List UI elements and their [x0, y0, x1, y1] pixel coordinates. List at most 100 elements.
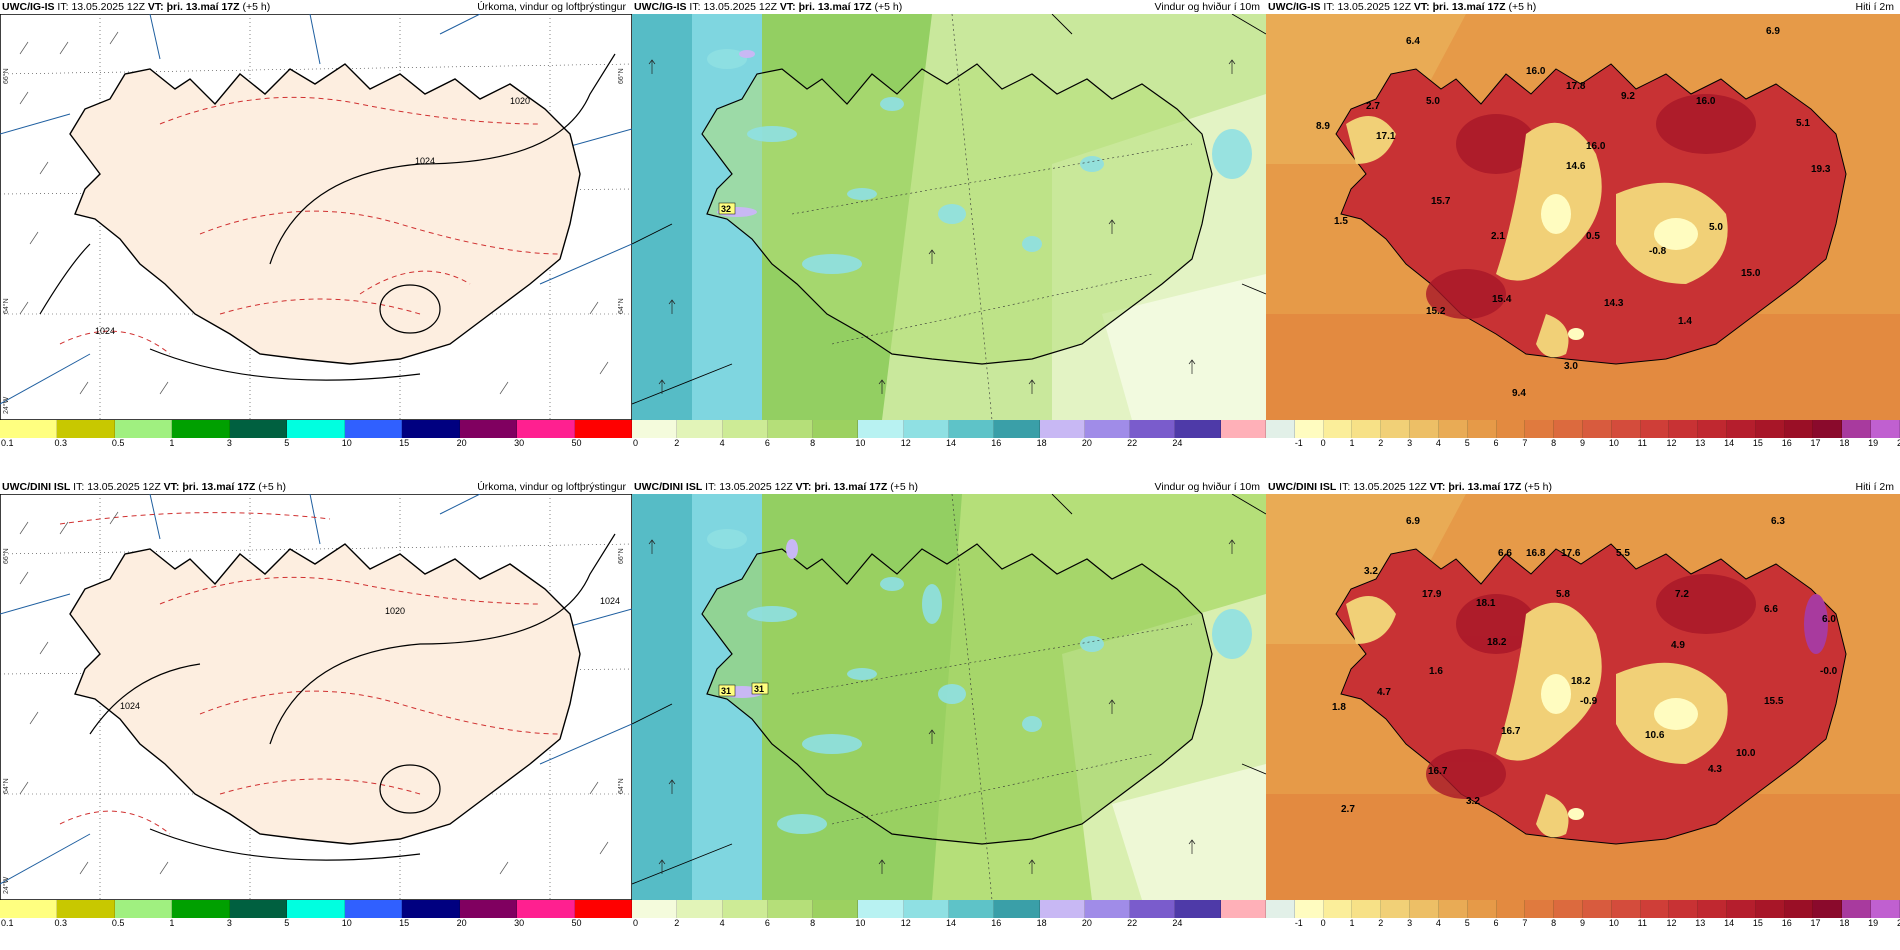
- colorbar-swatch: [1039, 420, 1085, 438]
- colorbar-tick: 9: [1580, 918, 1586, 928]
- colorbar-tick: 17: [1810, 438, 1821, 448]
- temp-colorbar: [1266, 420, 1900, 438]
- colorbar-tick: 24: [1172, 438, 1183, 448]
- colorbar-swatch: [1130, 420, 1176, 438]
- colorbar-swatch: [402, 900, 460, 918]
- colorbar-swatch: [1266, 900, 1295, 918]
- colorbar-swatch: [1582, 900, 1612, 918]
- colorbar-swatch: [722, 420, 768, 438]
- colorbar-tick: 7: [1522, 438, 1528, 448]
- temp-value-label: 5.8: [1556, 589, 1570, 600]
- colorbar-tick: 19: [1868, 918, 1879, 928]
- colorbar-swatch: [1727, 420, 1756, 438]
- panel-header: UWC/IG-IS IT: 13.05.2025 12Z VT: þri. 13…: [1268, 1, 1894, 13]
- colorbar-tick: 6: [764, 918, 770, 928]
- colorbar-swatch: [402, 420, 460, 438]
- wind-colorbar: [632, 900, 1266, 918]
- panel-precip-bottom: UWC/DINI ISL IT: 13.05.2025 12Z VT: þri.…: [0, 480, 632, 935]
- colorbar-tick: 0.1: [1, 438, 14, 448]
- colorbar-swatch: [459, 420, 518, 438]
- colorbar-swatch: [1266, 420, 1295, 438]
- colorbar-swatch: [1220, 420, 1266, 438]
- colorbar-tick: 2: [1378, 438, 1384, 448]
- colorbar-swatch: [287, 420, 345, 438]
- colorbar-swatch: [903, 420, 949, 438]
- temp-value-label: 14.6: [1566, 161, 1586, 172]
- model-name: UWC/IG-IS: [2, 1, 55, 13]
- colorbar-swatch: [1727, 900, 1756, 918]
- colorbar-swatch: [114, 420, 173, 438]
- colorbar-swatch: [1755, 900, 1785, 918]
- colorbar-tick: 2: [674, 918, 680, 928]
- colorbar-swatch: [114, 900, 173, 918]
- isobar-label: 1024: [415, 156, 435, 166]
- temp-value-label: 14.3: [1604, 298, 1624, 309]
- colorbar-swatch: [1175, 420, 1221, 438]
- temp-value-label: 0.5: [1586, 231, 1600, 242]
- init-time: 13.05.2025 12Z: [71, 1, 145, 13]
- colorbar-tick: 30: [514, 918, 525, 928]
- colorbar-tick: 3: [1407, 438, 1413, 448]
- colorbar-swatch: [1323, 420, 1353, 438]
- colorbar-swatch: [1381, 900, 1411, 918]
- wind-map[interactable]: 32: [632, 14, 1266, 420]
- panel-temp-bottom: UWC/DINI ISL IT: 13.05.2025 12Z VT: þri.…: [1266, 480, 1900, 935]
- temp-value-label: 15.4: [1492, 294, 1512, 305]
- temp-map[interactable]: 6.4 6.9 2.7 5.0 16.0 17.8 9.2 16.0 8.9 17.1 16.0 5.…: [1266, 14, 1900, 420]
- temp-value-label: 18.1: [1476, 598, 1496, 609]
- colorbar-swatch: [858, 420, 904, 438]
- colorbar-tick: 15: [399, 918, 410, 928]
- temp-value-label: 16.8: [1526, 548, 1546, 559]
- temp-colorbar-ticks: -101234567891011121314151617181920: [1266, 918, 1900, 930]
- colorbar-tick: 0.5: [111, 918, 125, 928]
- colorbar-tick: 5: [1464, 438, 1470, 448]
- temp-value-label: 16.0: [1526, 66, 1546, 77]
- precip-map[interactable]: 66°N 64°N 66°N 64°N 24°W 1020 1024 1024: [0, 494, 632, 900]
- colorbar-tick: 3: [1407, 918, 1413, 928]
- temp-value-label: 17.8: [1566, 81, 1586, 92]
- model-name: UWC/DINI ISL: [1268, 481, 1337, 493]
- temp-value-label: 6.6: [1764, 604, 1778, 615]
- colorbar-swatch: [1784, 900, 1814, 918]
- colorbar-tick: 20: [456, 438, 467, 448]
- precip-colorbar-ticks: 0.1 0.3 0.5 1 3 5 10 15 20 30 50: [0, 438, 632, 450]
- colorbar-tick: 19: [1868, 438, 1879, 448]
- colorbar-swatch: [1842, 900, 1872, 918]
- colorbar-tick: 16: [1781, 438, 1792, 448]
- colorbar-swatch: [229, 900, 288, 918]
- colorbar-swatch: [903, 900, 949, 918]
- colorbar-tick: 13: [1695, 438, 1706, 448]
- colorbar-swatch: [1669, 900, 1699, 918]
- colorbar-swatch: [1467, 420, 1497, 438]
- colorbar-tick: 14: [1724, 438, 1735, 448]
- colorbar-tick: 20: [1897, 918, 1900, 928]
- lat-label-66: 66°N: [617, 548, 625, 564]
- precip-map[interactable]: 66°N 64°N 66°N 64°N 24°W 1024 1024 1020: [0, 14, 632, 420]
- temp-value-label: 3.0: [1564, 361, 1578, 372]
- colorbar-tick: 1: [169, 918, 175, 928]
- panel-header: UWC/IG-IS IT: 13.05.2025 12Z VT: þri. 13…: [2, 1, 626, 13]
- colorbar-swatch: [1554, 420, 1583, 438]
- colorbar-swatch: [0, 900, 58, 918]
- panel-wind-top: UWC/IG-IS IT: 13.05.2025 12Z VT: þri. 13…: [632, 0, 1266, 455]
- lead-time: (+5 h): [242, 1, 271, 13]
- svg-text:66°N: 66°N: [2, 68, 10, 84]
- colorbar-swatch: [1813, 900, 1843, 918]
- colorbar-tick: 22: [1127, 438, 1138, 448]
- wind-map[interactable]: 31 31: [632, 494, 1266, 900]
- temp-value-label: 4.3: [1708, 764, 1722, 775]
- temp-value-label: 15.7: [1431, 196, 1451, 207]
- temp-value-label: 4.7: [1377, 687, 1391, 698]
- colorbar-swatch: [172, 900, 230, 918]
- init-time: 13.05.2025 12Z: [703, 1, 777, 13]
- colorbar-tick: 8: [810, 438, 816, 448]
- colorbar-swatch: [517, 420, 575, 438]
- isobar-label: 1024: [120, 701, 140, 711]
- temp-value-label: 16.0: [1696, 96, 1716, 107]
- wind-colorbar-ticks: 0 2 4 6 8 10 12 14 16 18 20 22 24: [632, 438, 1266, 450]
- colorbar-swatch: [344, 900, 403, 918]
- colorbar-swatch: [1755, 420, 1785, 438]
- temp-map[interactable]: 6.9 6.3 3.2 6.6 16.8 17.6 5.5 17.9 18.1 5.8 18.2 7.…: [1266, 494, 1900, 900]
- temp-value-label: 15.5: [1764, 696, 1784, 707]
- colorbar-swatch: [1611, 420, 1641, 438]
